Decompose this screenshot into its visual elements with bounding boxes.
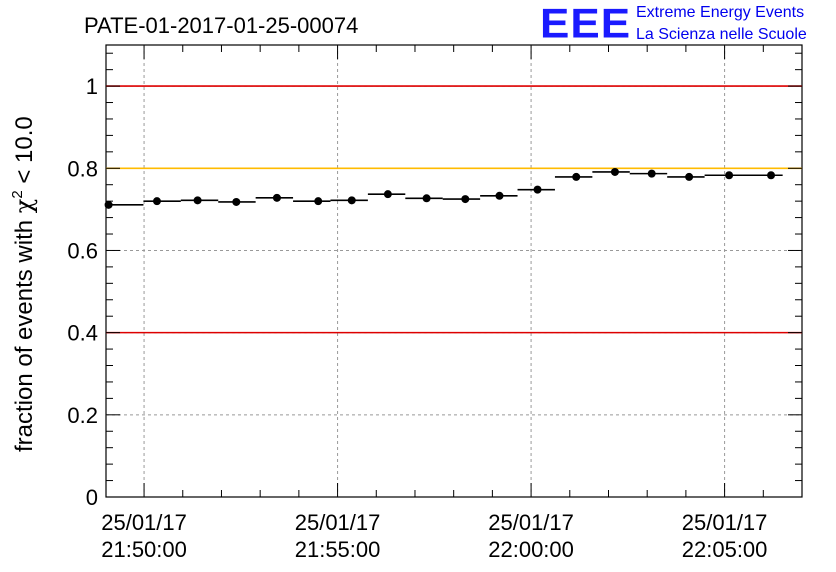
reference-lines bbox=[106, 85, 802, 334]
data-point bbox=[347, 196, 356, 205]
data-point bbox=[383, 190, 392, 199]
x-tick-label-date: 25/01/17 bbox=[295, 510, 381, 535]
y-tick-label: 0.8 bbox=[67, 156, 98, 181]
x-tick-label-time: 21:50:00 bbox=[101, 537, 187, 562]
data-point bbox=[152, 197, 161, 206]
data-point bbox=[232, 197, 241, 206]
y-tick-label: 1 bbox=[86, 74, 98, 99]
y-tick-label: 0.2 bbox=[67, 403, 98, 428]
data-point bbox=[495, 191, 504, 200]
x-tick-label-time: 21:55:00 bbox=[295, 537, 381, 562]
plot-frame bbox=[105, 44, 803, 498]
plot-area: 00.20.40.60.81 25/01/1721:50:0025/01/172… bbox=[67, 44, 803, 562]
data-point bbox=[767, 171, 776, 180]
logo-line-2: La Scienza nelle Scuole bbox=[636, 26, 807, 43]
x-tick-label-time: 22:05:00 bbox=[682, 537, 768, 562]
data-point bbox=[461, 195, 470, 204]
x-tick-label-date: 25/01/17 bbox=[488, 510, 574, 535]
y-axis: 0 0.2 0.4 0.6 0.8 1 bbox=[67, 52, 802, 510]
data-point bbox=[725, 171, 734, 180]
y-axis-label: fraction of events with χ2 < 10.0 bbox=[9, 116, 38, 452]
x-axis: 25/01/1721:50:0025/01/1721:55:0025/01/17… bbox=[101, 45, 803, 562]
data-point bbox=[572, 172, 581, 181]
data-point bbox=[193, 196, 202, 205]
data-point bbox=[685, 172, 694, 181]
logo-mark: EEE bbox=[540, 0, 632, 47]
eee-logo: EEE Extreme Energy Events La Scienza nel… bbox=[540, 2, 830, 46]
x-tick-label-date: 25/01/17 bbox=[101, 510, 187, 535]
y-axis-label-symbol: χ bbox=[10, 198, 38, 213]
grid bbox=[106, 45, 802, 497]
logo-line-1: Extreme Energy Events bbox=[636, 4, 805, 21]
y-tick-label: 0 bbox=[86, 485, 98, 510]
data-point bbox=[647, 169, 656, 178]
data-point bbox=[533, 185, 542, 194]
y-axis-label-prefix: fraction of events with bbox=[11, 213, 38, 452]
y-tick-label: 0.6 bbox=[67, 238, 98, 263]
x-tick-label-date: 25/01/17 bbox=[682, 510, 768, 535]
y-axis-label-suffix: < 10.0 bbox=[11, 116, 38, 190]
data-point bbox=[422, 194, 431, 203]
data-point bbox=[314, 197, 323, 206]
data-points bbox=[104, 167, 783, 209]
data-point bbox=[610, 167, 619, 176]
data-point bbox=[272, 193, 281, 202]
data-point bbox=[104, 200, 113, 209]
y-axis-label-sup: 2 bbox=[9, 190, 26, 198]
chart-title: PATE-01-2017-01-25-00074 bbox=[84, 13, 358, 38]
y-tick-label: 0.4 bbox=[67, 321, 98, 346]
x-tick-label-time: 22:00:00 bbox=[488, 537, 574, 562]
